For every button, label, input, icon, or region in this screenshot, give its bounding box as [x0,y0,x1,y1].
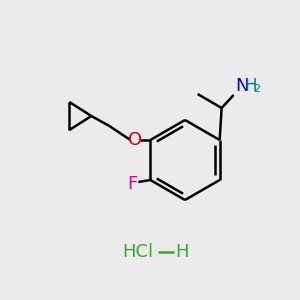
Text: HCl: HCl [122,243,154,261]
Text: 2: 2 [254,84,261,94]
Text: F: F [127,175,137,193]
Text: N: N [235,77,248,95]
Text: H: H [244,77,257,95]
Text: O: O [128,131,142,149]
Text: H: H [175,243,189,261]
